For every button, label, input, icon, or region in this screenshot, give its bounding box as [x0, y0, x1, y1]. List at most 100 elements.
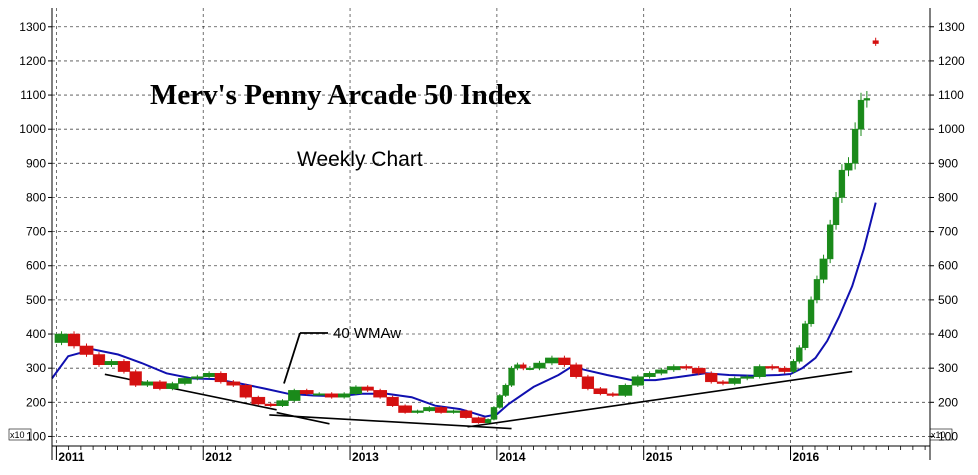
candle-body	[92, 354, 106, 365]
candle-body	[141, 381, 154, 386]
candles	[54, 37, 879, 424]
y-tick-label-left: 800	[26, 190, 46, 204]
candle-body	[593, 388, 608, 395]
candle-body	[802, 323, 809, 348]
y-tick-label-left: 1100	[20, 88, 46, 102]
y-tick-label-left: 200	[26, 395, 46, 409]
candle-body	[728, 378, 741, 384]
y-tick-label-left: 1000	[19, 122, 46, 136]
candle-body	[558, 357, 571, 365]
candle-body	[826, 224, 834, 260]
y-tick-label-right: 1100	[938, 88, 964, 102]
candle-body	[819, 258, 828, 280]
candle-body	[446, 410, 461, 413]
candle-body	[857, 99, 865, 130]
candle-body	[790, 361, 797, 372]
y-tick-label-left: 400	[26, 327, 46, 341]
y-tick-label-right: 1000	[938, 122, 965, 136]
labels: 100 100 200 200 300 300 400 400 500 500 600 600 700 7…	[19, 20, 965, 464]
candle-body	[740, 376, 755, 379]
candle-body	[226, 381, 241, 386]
candle-body	[471, 417, 486, 424]
candle-body	[104, 361, 119, 365]
y-tick-label-right: 1200	[938, 54, 965, 68]
y-tick-label-left: 1300	[19, 20, 46, 34]
y-tick-label-right: 200	[938, 395, 958, 409]
y-tick-label-right: 500	[938, 293, 958, 307]
candle-body	[264, 403, 277, 406]
candle-body	[67, 333, 81, 347]
x-tick-label: 2011	[58, 450, 84, 464]
candle-body	[520, 364, 527, 369]
wma-40-line	[51, 202, 877, 418]
y-tick-label-left: 1200	[19, 54, 46, 68]
candle-body	[570, 364, 583, 377]
candle-body	[807, 299, 815, 325]
candle-body	[655, 369, 668, 374]
candle-body	[631, 376, 644, 386]
x-tick-label: 2012	[205, 450, 232, 464]
candle-body	[214, 373, 227, 383]
plot-background	[52, 8, 930, 446]
x-tick-label: 2014	[499, 450, 526, 464]
candle-body	[691, 367, 706, 374]
candle-body	[680, 366, 693, 369]
chart-title: Merv's Penny Arcade 50 Index	[150, 79, 532, 111]
candle-body	[716, 381, 730, 384]
x-tick-label: 2013	[352, 450, 379, 464]
y-tick-label-left: 600	[26, 259, 46, 273]
candle-body	[813, 279, 821, 301]
candle-body	[851, 128, 859, 164]
y-scale-label-left: x10	[10, 430, 25, 440]
y-tick-label-right: 300	[938, 361, 958, 375]
candle-body	[117, 361, 131, 372]
y-scale-box-right	[929, 428, 953, 441]
x-tick-label: 2015	[646, 450, 673, 464]
candle-body	[411, 410, 424, 413]
candle-body	[508, 367, 515, 386]
y-tick-label-left: 700	[26, 225, 46, 239]
y-tick-label-left: 300	[26, 361, 46, 375]
grid-lines	[52, 8, 930, 446]
candle-body	[324, 393, 339, 398]
candle-body	[581, 376, 595, 389]
candle-body	[423, 407, 436, 412]
candle-body	[386, 396, 399, 406]
candle-body	[796, 347, 803, 362]
y-scale-label-right: x10	[931, 430, 946, 440]
candle-body	[606, 393, 619, 396]
candle-body	[459, 410, 473, 418]
y-tick-label-left: 900	[26, 156, 46, 170]
candle-body	[496, 395, 503, 408]
x-tick-label: 2016	[793, 450, 820, 464]
candle-body	[276, 400, 289, 406]
candle-body	[863, 98, 871, 101]
candle-body	[373, 390, 388, 398]
candle-body	[765, 366, 780, 369]
candle-body	[129, 371, 142, 386]
candle-body	[153, 381, 167, 389]
annotation-pointer	[283, 332, 301, 384]
candle-body	[398, 405, 412, 413]
candle-body	[361, 386, 374, 391]
candle-body	[178, 378, 192, 384]
candle-body	[502, 384, 509, 396]
y-tick-label-right: 900	[938, 156, 958, 170]
trendline-2	[276, 411, 330, 425]
y-tick-label-right: 600	[938, 259, 958, 273]
candle-body	[191, 376, 204, 379]
candle-body	[832, 197, 840, 226]
candle-body	[844, 163, 853, 171]
candle-body	[54, 333, 69, 343]
candle-body	[484, 419, 492, 424]
candle-body	[666, 366, 681, 371]
candle-body	[338, 393, 351, 398]
y-tick-label-right: 1300	[938, 20, 965, 34]
candle-body	[202, 373, 216, 377]
candle-body	[778, 367, 791, 372]
y-tick-label-right: 800	[938, 190, 958, 204]
candle-body	[643, 373, 656, 377]
candle-body	[349, 386, 363, 395]
